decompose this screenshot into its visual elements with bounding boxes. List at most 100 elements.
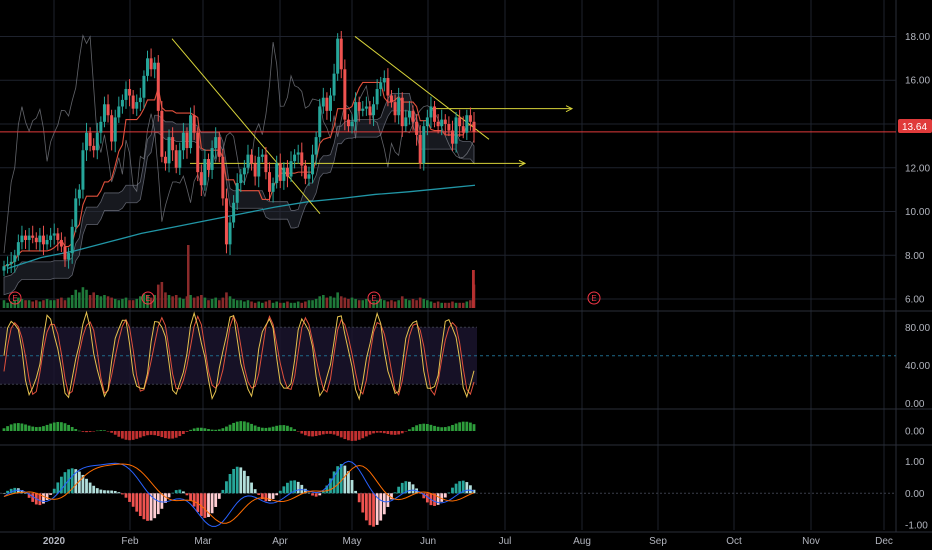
momentum-bar	[368, 431, 372, 435]
volume-bar	[375, 300, 379, 308]
macd-histogram-bar	[20, 490, 24, 494]
macd-histogram-bar	[117, 492, 121, 494]
candle-body	[343, 69, 347, 120]
momentum-bar	[339, 431, 343, 438]
volume-bar	[92, 292, 95, 308]
momentum-bar	[307, 431, 311, 437]
macd-histogram-bar	[257, 493, 261, 495]
macd-histogram-bar	[375, 493, 379, 525]
candle-body	[192, 115, 196, 133]
momentum-bar	[329, 431, 332, 434]
volume-bar	[322, 295, 325, 308]
volume-bar	[440, 302, 444, 308]
price-axis[interactable]: 18.0016.0014.0012.0010.008.006.0080.0040…	[905, 32, 930, 532]
momentum-bar	[192, 428, 196, 431]
macd-histogram-bar	[436, 493, 440, 505]
momentum-bar	[128, 431, 131, 441]
macd-histogram-bar	[45, 493, 49, 501]
volume-bar	[325, 297, 329, 308]
momentum-bar	[451, 424, 454, 431]
macd-histogram-bar	[135, 493, 139, 512]
candle-body	[34, 237, 38, 243]
volume-bar	[131, 300, 135, 308]
candle-body	[411, 110, 415, 122]
price-tick-label: 16.00	[905, 76, 930, 87]
candle-body	[332, 73, 336, 96]
momentum-bar	[404, 431, 408, 432]
candle-body	[149, 58, 153, 70]
candle-body	[400, 97, 404, 127]
earnings-marker[interactable]	[587, 291, 601, 305]
momentum-bar	[257, 426, 261, 431]
volume-bar	[354, 298, 357, 308]
candle-body	[9, 261, 13, 265]
macd-histogram-bar	[49, 493, 53, 495]
volume-bar	[135, 298, 139, 308]
macd-pane[interactable]	[0, 460, 896, 527]
volume-bar	[200, 295, 203, 308]
volume-bar	[171, 296, 174, 308]
macd-histogram-bar	[131, 493, 135, 507]
volume-bar	[67, 297, 70, 308]
momentum-bar	[264, 427, 268, 431]
macd-histogram-bar	[2, 493, 6, 494]
volume-bar	[408, 300, 411, 308]
earnings-marker[interactable]	[141, 291, 155, 305]
macd-line	[3, 460, 475, 527]
time-axis[interactable]: 2020 Feb Mar Apr May Jun Jul Aug Sep Oct Nov Dec	[43, 536, 893, 547]
volume-bar	[404, 298, 408, 308]
volume-bar	[24, 300, 27, 308]
volume-bar	[469, 300, 472, 308]
earnings-marker-label: E	[12, 294, 17, 303]
volume-bar	[20, 298, 24, 308]
stochastic-pane[interactable]	[0, 310, 896, 401]
momentum-bar	[443, 427, 447, 431]
macd-histogram-bar	[447, 492, 451, 494]
momentum-pane[interactable]	[2, 421, 476, 441]
macd-histogram-bar	[303, 488, 307, 494]
volume-bar	[472, 270, 475, 308]
candle-body	[185, 132, 189, 149]
momentum-bar	[465, 421, 469, 431]
macd-histogram-bar	[286, 482, 289, 494]
momentum-bar	[77, 430, 81, 432]
candle-body	[425, 117, 429, 127]
earnings-marker-label: E	[371, 294, 376, 303]
macd-histogram-bar	[451, 487, 454, 494]
macd-histogram-bar	[9, 488, 13, 494]
volume-bar	[42, 300, 45, 308]
candle-body	[447, 123, 451, 131]
momentum-bar	[289, 427, 293, 431]
momentum-bar	[156, 431, 160, 436]
macd-histogram-bar	[160, 493, 164, 509]
macd-histogram-bar	[307, 492, 311, 494]
candle-body	[27, 235, 31, 240]
volume-bar	[232, 298, 235, 308]
volume-bar	[293, 302, 296, 308]
macd-histogram-bar	[242, 470, 246, 494]
candle-body	[6, 264, 10, 267]
volume-bar	[357, 300, 361, 308]
macd-histogram-bar	[60, 476, 63, 494]
earnings-marker[interactable]	[367, 291, 381, 305]
volume-bar	[27, 300, 31, 308]
macd-histogram-bar	[232, 468, 236, 494]
momentum-bar	[56, 421, 60, 431]
macd-histogram-bar	[275, 493, 279, 496]
macd-histogram-bar	[203, 493, 207, 518]
candle-body	[232, 202, 236, 223]
time-tick-label: Jun	[420, 536, 436, 547]
candle-body	[224, 198, 228, 245]
candle-body	[282, 167, 286, 181]
candle-body	[289, 161, 293, 177]
volume-bar	[38, 301, 42, 308]
momentum-bar	[364, 431, 368, 437]
volume-bar	[368, 300, 372, 308]
macd-histogram-bar	[379, 493, 383, 521]
earnings-marker[interactable]	[8, 291, 22, 305]
price-tick-label: 12.00	[905, 163, 930, 174]
macd-histogram-bar	[354, 490, 358, 494]
volume-bar	[383, 300, 386, 308]
